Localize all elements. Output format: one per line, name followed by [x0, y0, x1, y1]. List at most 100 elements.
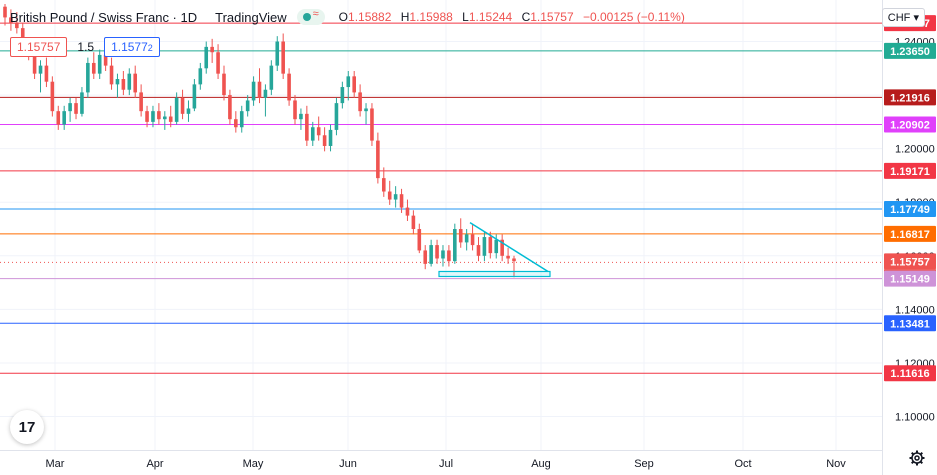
price-label-bg — [884, 253, 936, 270]
price-label: 1.23650 — [890, 46, 930, 58]
bid-ask-panel: 1.15757 1.5 1.15772 — [10, 37, 160, 57]
candle-body — [393, 194, 398, 200]
price-label: 1.21916 — [890, 92, 930, 104]
chart-legend: British Pound / Swiss Franc · 1D Trading… — [10, 8, 691, 25]
candle-body — [399, 194, 404, 208]
candle-body — [109, 65, 114, 85]
change-value: −0.00125 (−0.11%) — [582, 10, 685, 24]
candle-body — [376, 140, 380, 179]
candle-body — [287, 73, 291, 101]
candle-body — [186, 108, 191, 114]
candle-body — [352, 76, 356, 93]
candle-body — [305, 113, 309, 141]
price-label: 1.17749 — [890, 204, 930, 216]
candle-body — [216, 52, 220, 74]
candle-body — [281, 41, 285, 74]
price-label-bg — [884, 89, 936, 106]
sell-button[interactable]: 1.15757 — [10, 37, 68, 57]
candle-body — [15, 22, 19, 29]
candle-body — [512, 258, 516, 262]
candle-body — [494, 239, 499, 254]
x-tick-label: Jun — [339, 458, 357, 470]
candle-body — [168, 116, 173, 122]
candle-body — [38, 65, 43, 74]
candle-body — [127, 73, 132, 90]
currency-selector[interactable]: CHF ▾ — [881, 8, 925, 27]
candle-body — [86, 62, 90, 93]
candle-body — [62, 111, 66, 125]
candle-body — [174, 97, 179, 122]
candle-body — [405, 207, 410, 216]
gear-icon[interactable] — [909, 450, 925, 470]
candle-body — [157, 111, 161, 120]
candle-body — [482, 237, 487, 256]
x-tick-label: Aug — [531, 458, 551, 470]
candle-body — [310, 127, 315, 141]
candle-body — [251, 81, 256, 101]
candle-body — [299, 113, 303, 120]
candle-body — [32, 52, 37, 74]
candle-body — [133, 73, 138, 93]
candle-body — [103, 54, 108, 66]
close-value: 1.15757 — [530, 10, 574, 24]
candle-body — [263, 89, 268, 98]
candle-body — [234, 119, 238, 128]
candle-body — [429, 245, 433, 264]
candle-body — [9, 17, 13, 23]
candle-body — [293, 100, 297, 120]
candle-body — [198, 68, 203, 85]
symbol-title[interactable]: British Pound / Swiss Franc · 1D — [10, 9, 198, 25]
buy-button[interactable]: 1.15772 — [104, 37, 160, 57]
candle-body — [441, 250, 445, 259]
price-label-bg — [884, 162, 936, 179]
candle-body — [74, 103, 78, 114]
price-label-bg — [884, 116, 936, 133]
candle-body — [269, 65, 274, 90]
price-label-bg — [884, 365, 936, 382]
chevron-down-icon: ▾ — [913, 12, 919, 24]
price-label: 1.19171 — [890, 166, 930, 178]
candle-body — [121, 79, 126, 90]
x-tick-label: Nov — [826, 458, 846, 470]
x-tick-label: Oct — [734, 458, 751, 470]
candle-body — [50, 81, 55, 112]
candle-body — [257, 81, 262, 98]
price-label-bg — [884, 200, 936, 217]
candle-body — [346, 76, 351, 88]
status-glyph: ≈ — [312, 8, 319, 20]
price-label-bg — [884, 270, 936, 287]
candle-body — [210, 46, 214, 53]
candle-body — [453, 229, 457, 262]
candle-body — [370, 108, 374, 141]
market-status-icon[interactable]: ≈ — [296, 8, 325, 25]
source-label: TradingView — [215, 9, 287, 25]
candle-body — [470, 234, 475, 246]
x-tick-label: Jul — [439, 458, 453, 470]
triangle-resistance-line — [469, 221, 549, 273]
candle-body — [97, 54, 102, 74]
candle-body — [447, 250, 451, 262]
x-tick-label: Sep — [634, 458, 654, 470]
candle-body — [3, 6, 7, 18]
candle-body — [180, 97, 185, 114]
candle-body — [488, 237, 493, 254]
candle-body — [364, 108, 368, 112]
candle-body — [435, 245, 439, 259]
open-value: 1.15882 — [348, 10, 392, 24]
candle-body — [500, 239, 504, 256]
x-tick-label: Apr — [146, 458, 163, 470]
price-label-bg — [884, 225, 936, 242]
candle-body — [328, 129, 333, 146]
candle-body — [145, 111, 149, 122]
candle-body — [192, 84, 197, 109]
candle-body — [44, 65, 49, 82]
y-tick-label: 1.10000 — [895, 412, 935, 424]
candle-body — [417, 229, 422, 251]
candle-body — [316, 127, 321, 136]
x-tick-label: May — [243, 458, 264, 470]
candle-body — [68, 103, 72, 112]
tradingview-logo[interactable]: 17 — [10, 410, 44, 444]
price-label: 1.15757 — [890, 256, 930, 268]
price-label: 1.15149 — [890, 274, 930, 286]
